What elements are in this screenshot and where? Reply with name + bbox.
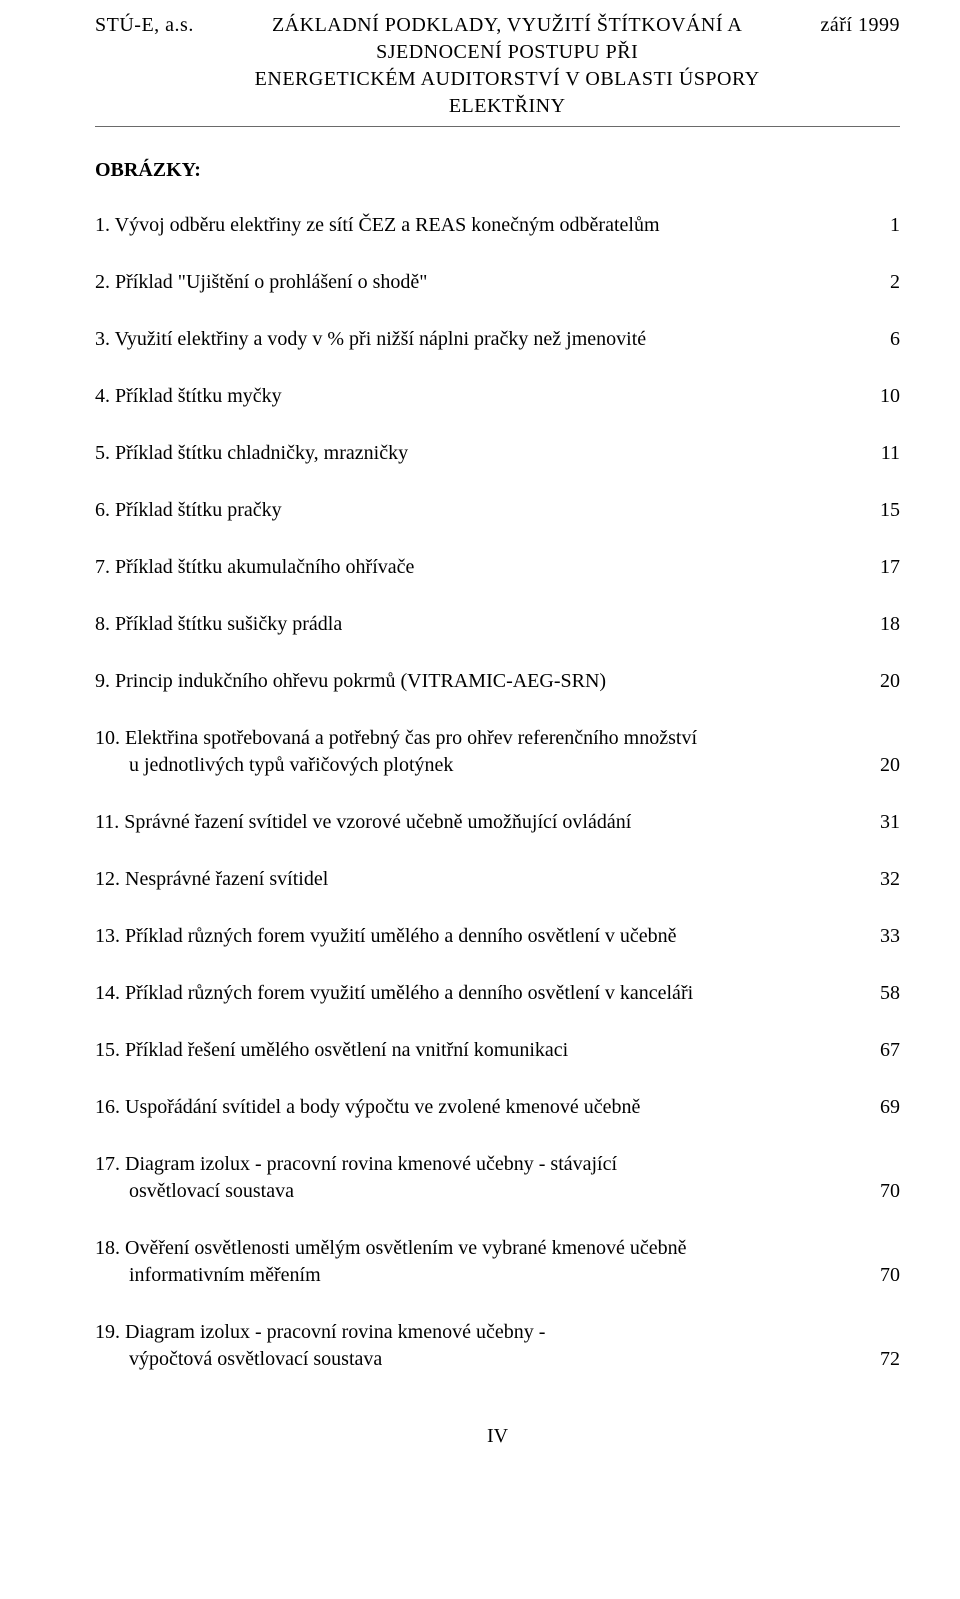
- toc-text: 14. Příklad různých forem využití uměléh…: [95, 980, 864, 1007]
- page-header: STÚ-E, a.s. ZÁKLADNÍ PODKLADY, VYUŽITÍ Š…: [95, 12, 900, 120]
- toc-page: 67: [864, 1037, 900, 1064]
- toc-text: 4. Příklad štítku myčky: [95, 383, 864, 410]
- toc-item: 12. Nesprávné řazení svítidel 32: [95, 866, 900, 893]
- toc-text: 11. Správné řazení svítidel ve vzorové u…: [95, 809, 864, 836]
- header-right: září 1999: [821, 12, 900, 39]
- toc-page: 20: [864, 752, 900, 779]
- toc-item: 3. Využití elektřiny a vody v % při nižš…: [95, 326, 900, 353]
- toc-item: 17. Diagram izolux - pracovní rovina kme…: [95, 1151, 900, 1205]
- toc-text: 19. Diagram izolux - pracovní rovina kme…: [95, 1319, 864, 1373]
- toc-item: 13. Příklad různých forem využití uměléh…: [95, 923, 900, 950]
- toc-text: 12. Nesprávné řazení svítidel: [95, 866, 864, 893]
- toc-text: 15. Příklad řešení umělého osvětlení na …: [95, 1037, 864, 1064]
- toc-text: 13. Příklad různých forem využití uměléh…: [95, 923, 864, 950]
- section-title: OBRÁZKY:: [95, 157, 900, 184]
- toc-text: 5. Příklad štítku chladničky, mrazničky: [95, 440, 864, 467]
- toc-item: 15. Příklad řešení umělého osvětlení na …: [95, 1037, 900, 1064]
- toc-item: 7. Příklad štítku akumulačního ohřívače …: [95, 554, 900, 581]
- toc-item: 6. Příklad štítku pračky 15: [95, 497, 900, 524]
- toc-page: 32: [864, 866, 900, 893]
- toc-line2: osvětlovací soustava: [95, 1178, 840, 1205]
- toc-page: 10: [864, 383, 900, 410]
- toc-page: 31: [864, 809, 900, 836]
- toc-item: 9. Princip indukčního ohřevu pokrmů (VIT…: [95, 668, 900, 695]
- toc-page: 70: [864, 1178, 900, 1205]
- page-number-footer: IV: [95, 1423, 900, 1450]
- toc-text: 1. Vývoj odběru elektřiny ze sítí ČEZ a …: [95, 212, 864, 239]
- header-center-line1: ZÁKLADNÍ PODKLADY, VYUŽITÍ ŠTÍTKOVÁNÍ A …: [214, 12, 801, 66]
- toc-item: 1. Vývoj odběru elektřiny ze sítí ČEZ a …: [95, 212, 900, 239]
- toc-text: 9. Princip indukčního ohřevu pokrmů (VIT…: [95, 668, 864, 695]
- header-center-line2: ENERGETICKÉM AUDITORSTVÍ V OBLASTI ÚSPOR…: [214, 66, 801, 120]
- toc-page: 70: [864, 1262, 900, 1289]
- toc-text: 17. Diagram izolux - pracovní rovina kme…: [95, 1151, 864, 1205]
- toc-item: 11. Správné řazení svítidel ve vzorové u…: [95, 809, 900, 836]
- toc-page: 69: [864, 1094, 900, 1121]
- toc-page: 2: [864, 269, 900, 296]
- toc-item: 16. Uspořádání svítidel a body výpočtu v…: [95, 1094, 900, 1121]
- header-rule: [95, 126, 900, 127]
- toc-line1: 18. Ověření osvětlenosti umělým osvětlen…: [95, 1237, 687, 1259]
- toc-page: 15: [864, 497, 900, 524]
- toc-item: 5. Příklad štítku chladničky, mrazničky …: [95, 440, 900, 467]
- toc-text: 16. Uspořádání svítidel a body výpočtu v…: [95, 1094, 864, 1121]
- toc-page: 20: [864, 668, 900, 695]
- toc-page: 17: [864, 554, 900, 581]
- toc-page: 33: [864, 923, 900, 950]
- page: STÚ-E, a.s. ZÁKLADNÍ PODKLADY, VYUŽITÍ Š…: [0, 0, 960, 1490]
- toc-page: 72: [864, 1346, 900, 1373]
- toc-item: 8. Příklad štítku sušičky prádla 18: [95, 611, 900, 638]
- toc-item: 10. Elektřina spotřebovaná a potřebný ča…: [95, 725, 900, 779]
- toc-text: 10. Elektřina spotřebovaná a potřebný ča…: [95, 725, 864, 779]
- toc-page: 58: [864, 980, 900, 1007]
- toc-text: 7. Příklad štítku akumulačního ohřívače: [95, 554, 864, 581]
- toc-text: 3. Využití elektřiny a vody v % při nižš…: [95, 326, 864, 353]
- toc-text: 6. Příklad štítku pračky: [95, 497, 864, 524]
- toc-item: 18. Ověření osvětlenosti umělým osvětlen…: [95, 1235, 900, 1289]
- toc-text: 2. Příklad "Ujištění o prohlášení o shod…: [95, 269, 864, 296]
- header-center: ZÁKLADNÍ PODKLADY, VYUŽITÍ ŠTÍTKOVÁNÍ A …: [214, 12, 801, 120]
- toc-line1: 17. Diagram izolux - pracovní rovina kme…: [95, 1153, 617, 1175]
- toc-item: 4. Příklad štítku myčky 10: [95, 383, 900, 410]
- toc-item: 19. Diagram izolux - pracovní rovina kme…: [95, 1319, 900, 1373]
- toc-page: 6: [864, 326, 900, 353]
- toc-line1: 10. Elektřina spotřebovaná a potřebný ča…: [95, 727, 697, 749]
- toc-text: 8. Příklad štítku sušičky prádla: [95, 611, 864, 638]
- toc-item: 2. Příklad "Ujištění o prohlášení o shod…: [95, 269, 900, 296]
- toc-page: 11: [864, 440, 900, 467]
- toc-page: 18: [864, 611, 900, 638]
- toc-page: 1: [864, 212, 900, 239]
- toc-text: 18. Ověření osvětlenosti umělým osvětlen…: [95, 1235, 864, 1289]
- toc-line2: informativním měřením: [95, 1262, 840, 1289]
- toc-line2: výpočtová osvětlovací soustava: [95, 1346, 840, 1373]
- toc-line2: u jednotlivých typů vařičových plotýnek: [95, 752, 840, 779]
- toc-line1: 19. Diagram izolux - pracovní rovina kme…: [95, 1321, 545, 1343]
- toc-item: 14. Příklad různých forem využití uměléh…: [95, 980, 900, 1007]
- header-left: STÚ-E, a.s.: [95, 12, 194, 39]
